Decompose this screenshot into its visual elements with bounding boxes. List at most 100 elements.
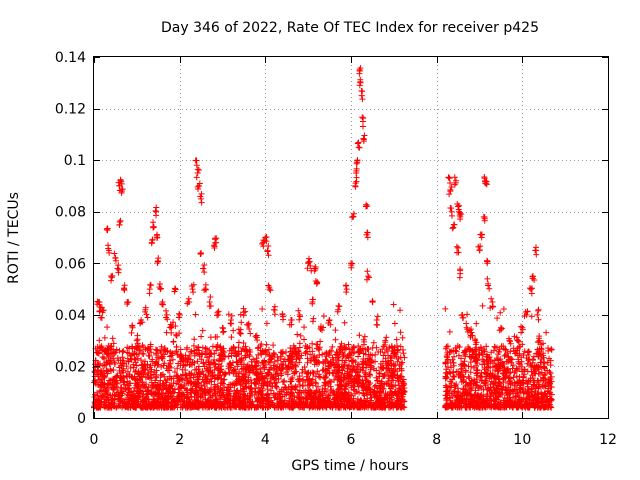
- roti-point: [391, 346, 398, 353]
- roti-point: [225, 365, 232, 372]
- roti-point: [209, 343, 216, 350]
- roti-point: [542, 382, 549, 389]
- roti-point: [304, 355, 311, 362]
- roti-point: [95, 398, 102, 405]
- roti-point: [177, 351, 184, 358]
- roti-point: [511, 369, 518, 376]
- roti-point: [524, 308, 531, 315]
- roti-point: [109, 381, 116, 388]
- roti-point: [216, 389, 223, 396]
- roti-point: [366, 401, 373, 408]
- roti-point: [291, 370, 298, 377]
- roti-point: [462, 353, 469, 360]
- roti-point: [279, 310, 286, 317]
- roti-point: [393, 395, 400, 402]
- roti-point: [338, 346, 345, 353]
- roti-point: [108, 277, 115, 284]
- roti-point: [257, 368, 264, 375]
- roti-point: [338, 403, 345, 410]
- roti-point: [202, 348, 209, 355]
- roti-point: [469, 353, 476, 360]
- roti-point: [547, 395, 554, 402]
- roti-point: [520, 374, 527, 381]
- roti-point: [292, 363, 299, 370]
- roti-point: [271, 311, 278, 318]
- roti-point: [394, 358, 401, 365]
- roti-point: [148, 390, 155, 397]
- y-tick-label: 0.1: [64, 153, 86, 169]
- roti-point: [399, 334, 406, 341]
- roti-point: [280, 386, 287, 393]
- roti-point: [526, 396, 533, 403]
- roti-point: [179, 357, 186, 364]
- roti-point: [353, 403, 360, 410]
- roti-point: [362, 346, 369, 353]
- roti-point: [357, 65, 364, 72]
- roti-point: [445, 174, 452, 181]
- roti-point: [534, 311, 541, 318]
- roti-point: [473, 367, 480, 374]
- y-tick-labels: 00.020.040.060.080.10.120.14: [55, 50, 86, 427]
- roti-point: [356, 332, 363, 339]
- roti-point: [194, 166, 201, 173]
- roti-point: [500, 305, 507, 312]
- roti-point: [194, 185, 201, 192]
- roti-point: [196, 180, 203, 187]
- roti-point: [335, 364, 342, 371]
- roti-point: [275, 375, 282, 382]
- roti-point: [391, 353, 398, 360]
- roti-point: [446, 395, 453, 402]
- roti-point: [327, 362, 334, 369]
- roti-point: [159, 301, 166, 308]
- roti-point: [174, 351, 181, 358]
- roti-point: [287, 389, 294, 396]
- roti-point: [316, 352, 323, 359]
- roti-point: [266, 366, 273, 373]
- roti-point: [153, 347, 160, 354]
- roti-point: [257, 350, 264, 357]
- roti-point: [460, 361, 467, 368]
- roti-point: [532, 402, 539, 409]
- roti-point: [331, 361, 338, 368]
- roti-point: [457, 216, 464, 223]
- roti-point: [205, 361, 212, 368]
- roti-point: [443, 366, 450, 373]
- roti-point: [249, 398, 256, 405]
- roti-point: [243, 384, 250, 391]
- roti-point: [134, 401, 141, 408]
- roti-point: [507, 381, 514, 388]
- roti-point: [451, 373, 458, 380]
- roti-point: [507, 369, 514, 376]
- roti-point: [211, 360, 218, 367]
- roti-point: [153, 204, 160, 211]
- roti-point: [185, 394, 192, 401]
- roti-point: [483, 178, 490, 185]
- roti-point: [301, 364, 308, 371]
- roti-point: [451, 353, 458, 360]
- roti-point: [262, 351, 269, 358]
- roti-point: [116, 222, 123, 229]
- roti-point: [309, 296, 316, 303]
- roti-point: [180, 362, 187, 369]
- roti-point: [399, 396, 406, 403]
- roti-point: [197, 250, 204, 257]
- roti-point: [277, 349, 284, 356]
- roti-point: [259, 391, 266, 398]
- roti-point: [219, 356, 226, 363]
- roti-point: [496, 346, 503, 353]
- roti-point: [280, 364, 287, 371]
- roti-point: [468, 363, 475, 370]
- roti-point: [97, 367, 104, 374]
- roti-point: [211, 243, 218, 250]
- roti-point: [500, 397, 507, 404]
- roti-point: [526, 285, 533, 292]
- roti-point: [334, 368, 341, 375]
- roti-point: [110, 340, 117, 347]
- roti-point: [142, 396, 149, 403]
- roti-point: [182, 354, 189, 361]
- roti-point: [448, 184, 455, 191]
- roti-point: [368, 394, 375, 401]
- roti-point: [306, 381, 313, 388]
- roti-point: [442, 373, 449, 380]
- roti-point: [322, 399, 329, 406]
